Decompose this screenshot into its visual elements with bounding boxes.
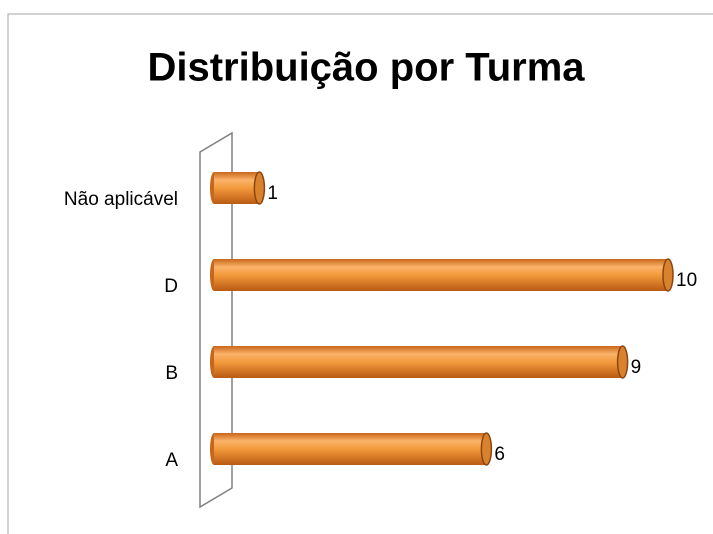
y-tick-label: D	[164, 276, 178, 297]
data-label: 6	[494, 444, 505, 465]
bar-cap	[253, 171, 266, 205]
y-tick-label: Não aplicável	[64, 189, 178, 210]
bar	[210, 258, 674, 292]
data-label: 10	[676, 270, 697, 291]
bar-cap	[480, 432, 493, 466]
bar	[210, 432, 493, 466]
bar-body	[214, 172, 260, 204]
bar-body	[214, 433, 487, 465]
y-tick-label: A	[165, 450, 178, 471]
data-label: 1	[267, 183, 278, 204]
bar-body	[214, 259, 668, 291]
data-label: 9	[631, 357, 642, 378]
back-wall	[199, 131, 233, 509]
bar-cap	[662, 258, 674, 292]
bar	[210, 345, 629, 379]
bar-cap	[616, 345, 629, 379]
y-tick-label: B	[165, 363, 178, 384]
bar-body	[214, 346, 623, 378]
chart-title: Distribuição por Turma	[147, 46, 585, 90]
chart-frame	[7, 13, 713, 534]
bar	[210, 171, 266, 205]
